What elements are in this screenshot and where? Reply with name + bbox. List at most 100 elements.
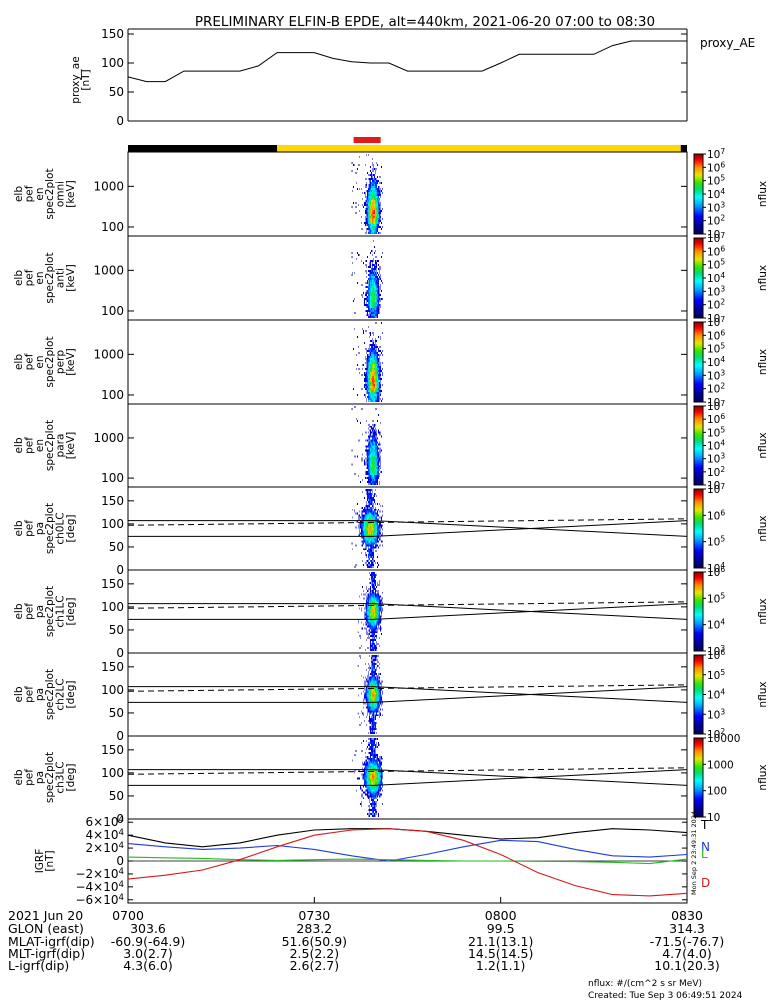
pa_ch0-ylabel: spec2plot (44, 503, 56, 554)
pa_ch2-colorbar-label: nflux (757, 681, 769, 707)
spec_perp-heatmap (351, 322, 383, 402)
spec_anti-ylabel: elb (13, 270, 25, 286)
spec_para-colorbar-tick-label: 102 (707, 465, 725, 479)
igrf-tick-label: 6×104 (86, 815, 124, 829)
orbit-row-value: 21.1(13.1) (468, 934, 533, 949)
pa_ch2-lc-dashed (127, 684, 688, 692)
state-bar-segment (277, 145, 681, 152)
spec_perp-colorbar-tick-label: 104 (707, 355, 725, 369)
orbit-row-value: 14.5(14.5) (468, 946, 533, 961)
orbit-row-value: -60.9(-64.9) (111, 934, 185, 949)
spec_omni-ylabel: omni (55, 181, 67, 207)
igrf-line-T (127, 828, 688, 848)
orbit-row-value: -71.5(-76.7) (650, 934, 724, 949)
orbit-row-value: 10.1(20.3) (654, 958, 719, 973)
spec_para-colorbar-tick-label: 104 (707, 439, 725, 453)
pa_ch1-ylabel: ch1LC (55, 595, 67, 627)
state-bar-segment (680, 145, 687, 152)
spec_omni-ylabel: elb (13, 186, 25, 202)
pa_ch0-alc-solid (128, 520, 688, 537)
spec_perp-ylabel: en (34, 355, 46, 368)
spec_para-colorbar-tick-label: 106 (707, 412, 725, 426)
spec_para-colorbar-tick-label: 105 (707, 425, 725, 439)
igrf-ylabel: [nT] (44, 850, 56, 871)
spec_anti-colorbar (694, 238, 703, 318)
pa_ch0-colorbar-tick-label: 104 (707, 561, 725, 575)
pa_ch0-ylabel: pef (23, 520, 35, 537)
orbit-header: 2021 Jun 20 (8, 908, 83, 923)
pa_ch0-frame (127, 486, 688, 571)
pa_ch2-colorbar-tick-label: 105 (707, 668, 725, 682)
pa_ch2-tick-label: 100 (101, 683, 124, 697)
pa_ch3-lc-dashed (127, 767, 688, 775)
ae-tick-label: 100 (101, 56, 124, 70)
pa_ch0-colorbar-tick-label: 107 (707, 482, 725, 496)
footer-created: Created: Tue Sep 3 06:49:51 2024 (588, 991, 743, 1000)
pa_ch3-ylabel: spec2plot (44, 752, 56, 803)
spec_perp-colorbar-tick-label: 102 (707, 382, 725, 396)
pa_ch1-colorbar (694, 572, 703, 651)
pa_ch2-alc-solid (128, 686, 688, 703)
spec_omni-colorbar-tick-label: 107 (707, 147, 725, 161)
pa_ch3-colorbar-label: nflux (757, 764, 769, 790)
spec_para-colorbar-tick-label: 103 (707, 452, 725, 466)
heatmap-layer (351, 154, 703, 817)
pa_ch0-tick-label: 0 (116, 563, 124, 577)
spec_para-colorbar-label: nflux (757, 432, 769, 458)
pa_ch2-tick-label: 50 (109, 706, 124, 720)
pa_ch3-tick-label: 100 (101, 766, 124, 780)
pa_ch1-ylabel: pef (23, 603, 35, 620)
pa_ch1-tick-label: 100 (101, 600, 124, 614)
orbit-row-value: 303.6 (130, 921, 166, 936)
time-label: 0800 (485, 908, 517, 923)
igrf-line-L (127, 856, 688, 865)
pa_ch1-colorbar-tick-label: 105 (707, 591, 725, 605)
spec_omni-tick-label: 1000 (93, 179, 124, 193)
orbit-row-label: L-igrf(dip) (8, 958, 69, 973)
figure-title: PRELIMINARY ELFIN-B EPDE, alt=440km, 202… (195, 14, 655, 30)
spec_anti-heatmap (351, 238, 383, 318)
spec_anti-ylabel: [keV] (65, 264, 77, 292)
spec_anti-colorbar-tick-label: 106 (707, 244, 725, 258)
spec_para-colorbar-tick-label: 107 (707, 399, 725, 413)
pa_ch2-frame (127, 652, 688, 737)
pa_ch3-colorbar-tick-label: 1000 (707, 759, 734, 771)
spec_para-colorbar (694, 406, 703, 485)
pa_ch3-ylabel: pef (23, 769, 35, 786)
pa_ch2-tick-label: 0 (116, 729, 124, 743)
orbit-row-label: MLT-igrf(dip) (8, 946, 85, 961)
spec_perp-ylabel: [keV] (65, 348, 77, 376)
pa_ch2-colorbar-tick-label: 103 (707, 707, 725, 721)
spec_perp-ylabel: spec2plot (44, 336, 56, 387)
pa_ch2-ylabel: spec2plot (44, 669, 56, 720)
ae-tick-label: 50 (109, 85, 124, 99)
spec_perp-colorbar-label: nflux (757, 349, 769, 375)
ae-line (127, 40, 687, 83)
igrf-tick-label: −2×104 (75, 867, 124, 881)
pa_ch1-colorbar-frame (693, 571, 704, 652)
spec_omni-colorbar-tick-label: 106 (707, 160, 725, 174)
orbit-row-value: 2.5(2.2) (290, 946, 340, 961)
igrf-legend-D: D (701, 876, 710, 890)
ae-legend: proxy_AE (700, 36, 755, 50)
spec_para-ylabel: en (34, 439, 46, 452)
spec_omni-colorbar-tick-label: 10 (707, 229, 720, 241)
spec_omni-ylabel: spec2plot (44, 168, 56, 219)
spec_anti-colorbar-tick-label: 103 (707, 284, 725, 298)
spec_anti-frame (127, 235, 688, 321)
orbit-row-value: 99.5 (487, 921, 515, 936)
pa_ch2-ylabel: ch2LC (55, 678, 67, 710)
pa_ch2-ylabel: elb (13, 686, 25, 702)
time-label: 0830 (671, 908, 703, 923)
igrf-tick-label: 4×104 (86, 828, 124, 842)
vertical-timestamp: Mon Sep 2 23:49:31 2024 (690, 811, 698, 895)
pa_ch1-colorbar-label: nflux (757, 598, 769, 624)
pa_ch3-ylabel: pa (34, 771, 46, 784)
pa_ch2-ylabel: [deg] (65, 681, 77, 709)
orbit-row-value: 1.2(1.1) (476, 958, 526, 973)
pa_ch1-ylabel: pa (34, 605, 46, 618)
pa_ch0-heatmap (351, 489, 383, 568)
spec_perp-tick-label: 1000 (93, 347, 124, 361)
spec_perp-ylabel: perp (55, 350, 67, 374)
